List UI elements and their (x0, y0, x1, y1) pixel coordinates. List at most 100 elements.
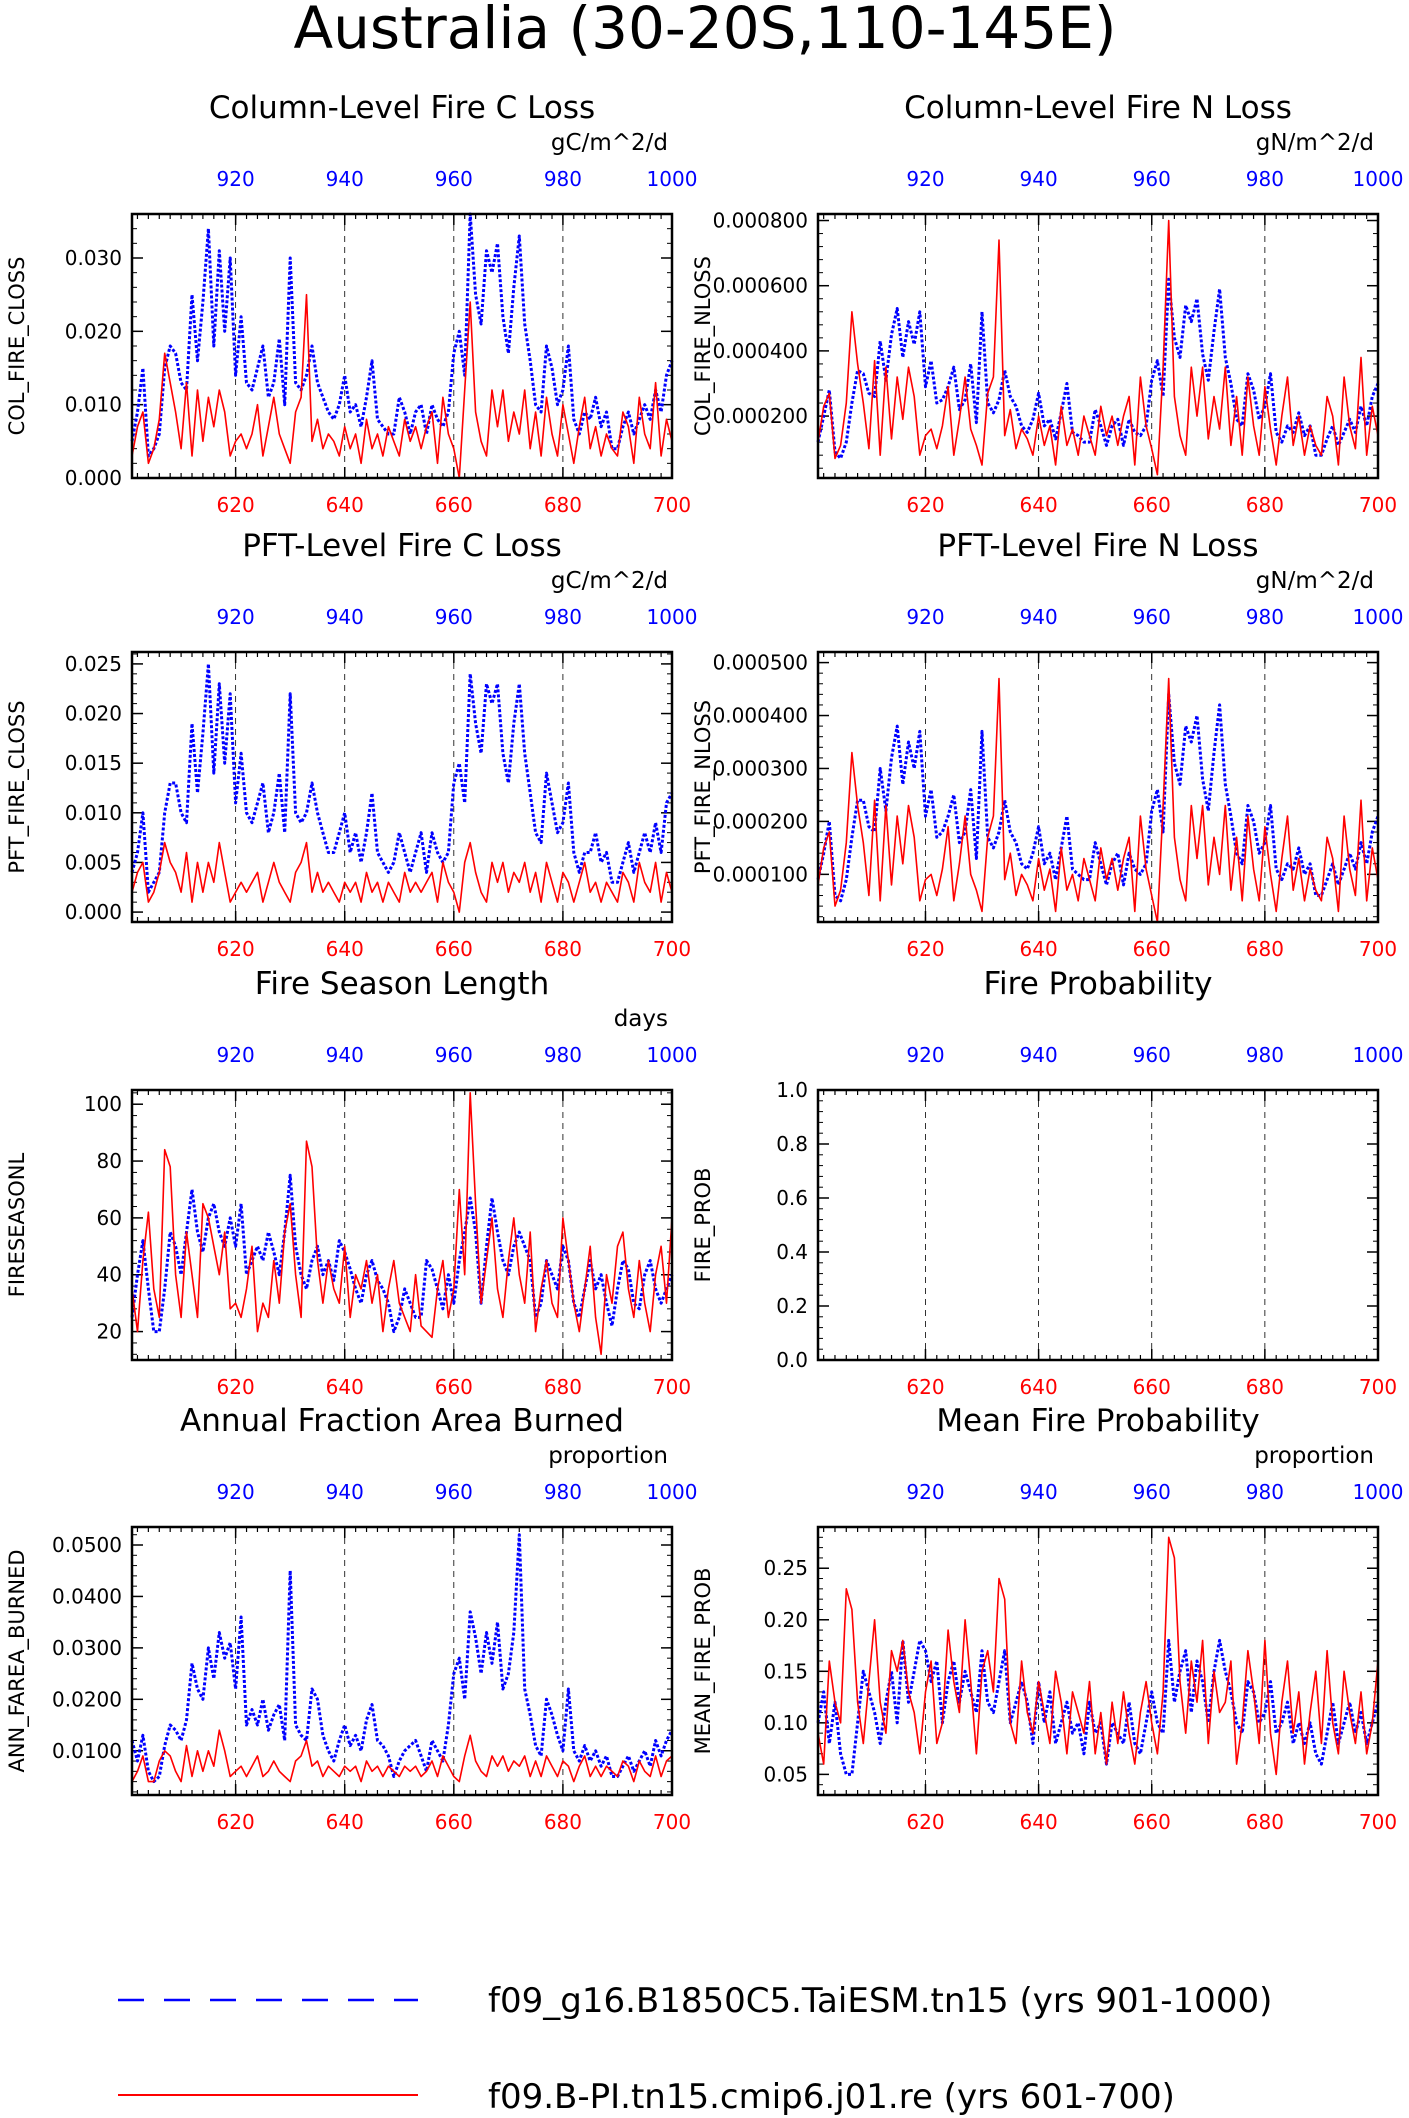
plot-frame (130, 212, 674, 480)
chart-panel-1: Column-Level Fire C Loss gC/m^2/d 620 640 66… (5, 90, 697, 517)
x-tick-label-bottom: 680 (544, 493, 582, 517)
x-tick-label-top: 940 (1020, 167, 1058, 191)
x-tick-label-bottom: 680 (1246, 1375, 1284, 1399)
y-tick-label: 0.030 (65, 246, 122, 270)
x-tick-label-top: 940 (326, 605, 364, 629)
y-axis-label: PFT_FIRE_CLOSS (5, 700, 30, 873)
x-tick-label-top: 960 (1133, 605, 1171, 629)
plot-frame (130, 650, 674, 924)
y-tick-label: 0.8 (776, 1132, 808, 1156)
x-tick-label-top: 980 (1246, 167, 1284, 191)
series-line-red (817, 677, 1379, 923)
x-tick-label-top: 980 (544, 167, 582, 191)
x-tick-label-bottom: 700 (653, 937, 691, 961)
x-tick-label-bottom: 700 (1359, 1375, 1397, 1399)
x-tick-label-bottom: 660 (435, 1375, 473, 1399)
series-line-blue (816, 277, 1380, 460)
y-tick-label: 0.0 (776, 1348, 808, 1372)
y-tick-label: 20 (97, 1320, 122, 1344)
panels: Column-Level Fire C Loss gC/m^2/d 620 640 66… (5, 90, 1403, 1834)
figure-title: Australia (30-20S,110-145E) (293, 0, 1116, 62)
x-tick-label-top: 920 (217, 167, 255, 191)
x-tick-label-top: 940 (326, 1480, 364, 1504)
y-tick-label: 0.000200 (713, 404, 808, 428)
plot-frame (130, 1088, 674, 1362)
x-tick-label-bottom: 700 (1359, 1810, 1397, 1834)
chart-units: gN/m^2/d (1256, 130, 1374, 156)
x-tick-label-top: 1000 (647, 1480, 698, 1504)
x-tick-label-top: 920 (217, 1480, 255, 1504)
y-tick-label: 0.6 (776, 1186, 808, 1210)
x-tick-label-top: 1000 (1353, 605, 1404, 629)
x-tick-label-bottom: 620 (217, 1810, 255, 1834)
x-tick-label-top: 960 (435, 605, 473, 629)
x-tick-label-top: 920 (906, 605, 944, 629)
y-tick-label: 0.05 (763, 1762, 808, 1786)
y-tick-label: 0.015 (65, 751, 122, 775)
y-axis-label: FIRESEASONL (5, 1153, 29, 1298)
series-line-blue (130, 1173, 674, 1334)
x-tick-label-bottom: 620 (906, 1375, 944, 1399)
y-tick-label: 0.010 (65, 801, 122, 825)
x-tick-label-bottom: 620 (906, 937, 944, 961)
y-tick-label: 0.020 (65, 319, 122, 343)
x-tick-label-top: 920 (217, 1043, 255, 1067)
y-tick-label: 0.000600 (713, 274, 808, 298)
x-tick-label-bottom: 620 (217, 937, 255, 961)
x-tick-label-bottom: 620 (217, 493, 255, 517)
plot-frame (130, 1525, 674, 1797)
y-tick-label: 40 (97, 1263, 122, 1287)
x-tick-label-top: 960 (435, 1043, 473, 1067)
y-tick-label: 100 (84, 1092, 122, 1116)
x-tick-label-bottom: 700 (1359, 937, 1397, 961)
x-tick-label-bottom: 700 (1359, 493, 1397, 517)
y-tick-label: 80 (97, 1149, 122, 1173)
x-tick-label-top: 980 (1246, 1480, 1284, 1504)
y-tick-label: 1.0 (776, 1078, 808, 1102)
y-tick-label: 0.000200 (713, 809, 808, 833)
chart-title: Fire Probability (983, 966, 1212, 1002)
x-tick-label-top: 920 (217, 605, 255, 629)
x-tick-label-bottom: 680 (544, 1375, 582, 1399)
x-tick-label-top: 980 (544, 1480, 582, 1504)
x-tick-label-bottom: 640 (1020, 493, 1058, 517)
series-line-blue (816, 1638, 1380, 1776)
series-line-blue (130, 662, 674, 894)
x-tick-label-bottom: 640 (1020, 937, 1058, 961)
x-tick-label-top: 940 (1020, 1480, 1058, 1504)
y-tick-label: 0.000300 (713, 756, 808, 780)
chart-title: Mean Fire Probability (936, 1403, 1259, 1439)
chart-units: gC/m^2/d (551, 568, 668, 594)
x-tick-label-bottom: 680 (544, 1810, 582, 1834)
x-tick-label-bottom: 640 (1020, 1375, 1058, 1399)
x-tick-label-top: 920 (906, 1043, 944, 1067)
series-line-blue (816, 692, 1380, 903)
y-tick-label: 0.000 (65, 900, 122, 924)
x-tick-label-bottom: 680 (1246, 493, 1284, 517)
y-tick-label: 0.25 (763, 1556, 808, 1580)
x-tick-label-bottom: 700 (653, 493, 691, 517)
y-tick-label: 0.000400 (713, 339, 808, 363)
legend: f09_g16.B1850C5.TaiESM.tn15 (yrs 901-100… (118, 1981, 1272, 2117)
y-tick-label: 0.000400 (713, 704, 808, 728)
x-tick-label-bottom: 660 (435, 493, 473, 517)
x-tick-label-bottom: 640 (326, 493, 364, 517)
plot-frame (816, 1088, 1380, 1362)
y-tick-label: 0.0200 (52, 1687, 122, 1711)
chart-units: gC/m^2/d (551, 130, 668, 156)
y-tick-label: 0.000 (65, 466, 122, 490)
x-tick-label-bottom: 660 (1133, 1375, 1171, 1399)
y-tick-label: 0.20 (763, 1608, 808, 1632)
y-tick-label: 0.005 (65, 850, 122, 874)
legend-label-series-b: f09.B-PI.tn15.cmip6.j01.re (yrs 601-700) (488, 2077, 1175, 2117)
chart-panel-6: Fire Probability 620 640 660 680 700 920 940 960… (691, 966, 1403, 1399)
x-tick-label-bottom: 680 (1246, 937, 1284, 961)
x-tick-label-top: 980 (544, 1043, 582, 1067)
legend-label-series-a: f09_g16.B1850C5.TaiESM.tn15 (yrs 901-100… (488, 1981, 1272, 2021)
x-tick-label-top: 980 (1246, 1043, 1284, 1067)
x-tick-label-top: 940 (326, 1043, 364, 1067)
x-tick-label-bottom: 680 (544, 937, 582, 961)
y-axis-label: PFT_FIRE_NLOSS (691, 700, 716, 874)
x-tick-label-bottom: 660 (435, 1810, 473, 1834)
